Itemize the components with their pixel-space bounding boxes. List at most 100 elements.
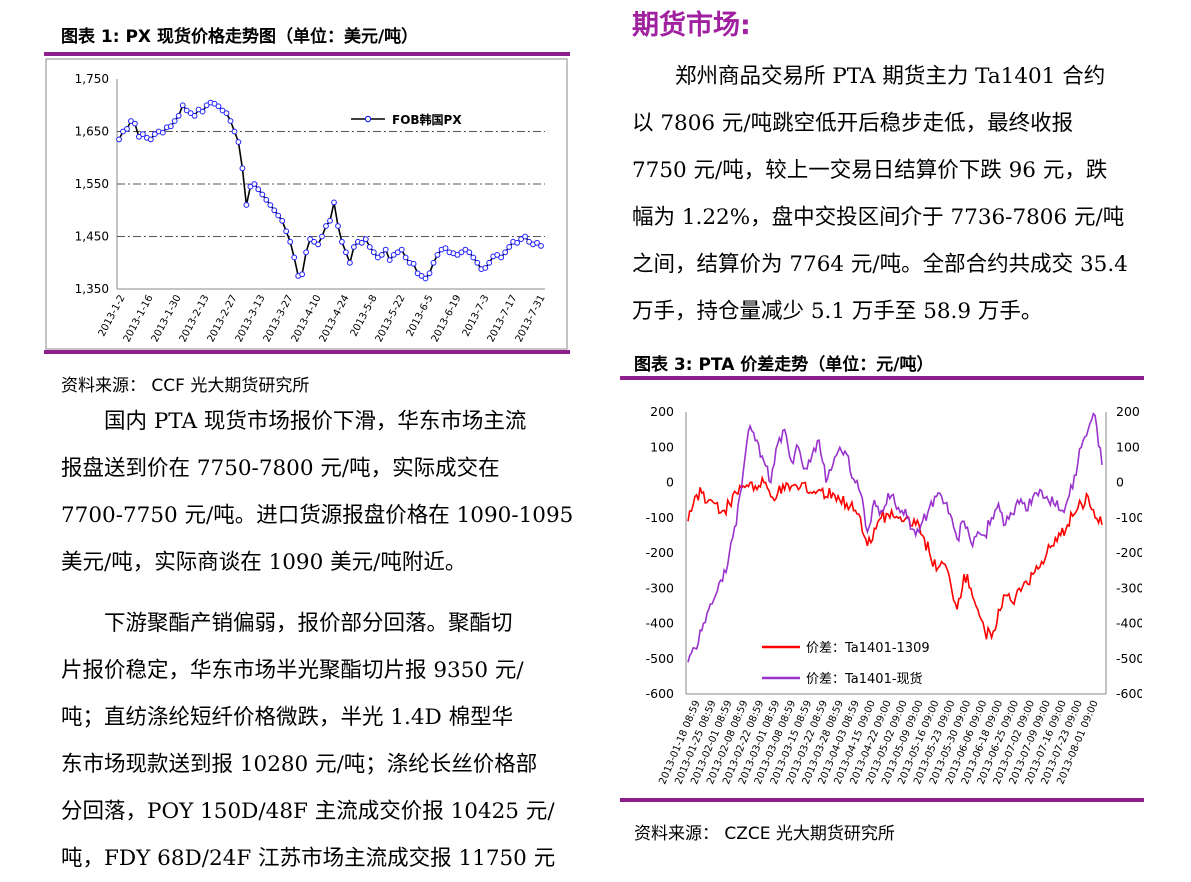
data-point xyxy=(219,107,226,114)
figure1-bottom-rule xyxy=(44,350,570,354)
data-point xyxy=(187,110,194,116)
data-point xyxy=(199,108,206,115)
data-point xyxy=(167,123,174,130)
data-point xyxy=(410,260,417,267)
text-line: 吨；直纺涤纶短纤价格微跌，半光 1.4D 棉型华 xyxy=(61,705,514,730)
paragraph-downstream: 下游聚酯产销偏弱，报价部分回落。聚酯切 片报价稳定，华东市场半光聚酯切片报 93… xyxy=(61,600,571,882)
data-point xyxy=(327,217,333,224)
data-point xyxy=(378,252,385,258)
data-point xyxy=(506,244,513,250)
y-tick-label: 1,350 xyxy=(75,282,109,296)
data-point xyxy=(522,233,529,240)
right-body-text: 郑州商品交易所 PTA 期货主力 Ta1401 合约 以 7806 元/吨跳空低… xyxy=(632,53,1152,335)
data-point xyxy=(358,239,365,246)
data-point xyxy=(283,228,290,235)
pta-spread-chart: 200 100 0 -100 -200 -300 -400 -500 -600 200 100 0 -… xyxy=(646,404,1142,786)
data-point xyxy=(311,238,318,245)
y-tick-label-right: -500 xyxy=(1116,651,1142,666)
y-tick-label-right: 200 xyxy=(1116,404,1140,419)
data-point xyxy=(215,103,222,110)
figure3-title: 图表 3: PTA 价差走势（单位：元/吨） xyxy=(634,355,934,375)
data-point xyxy=(183,107,190,114)
y-tick-label-right: 100 xyxy=(1116,439,1140,454)
data-point xyxy=(382,246,389,253)
text-line: 之间，结算价为 7764 元/吨。全部合约共成交 35.4 xyxy=(632,252,1128,277)
y-tick-label-left: 200 xyxy=(650,404,674,419)
text-line: 美元/吨，实际商谈在 1090 美元/吨附近。 xyxy=(61,550,467,575)
chart1-legend: FOB韩国PX xyxy=(351,112,462,127)
data-point xyxy=(128,118,134,124)
data-point xyxy=(514,239,521,246)
text-line: 东市场现款送到报 10280 元/吨；涤纶长丝价格部 xyxy=(61,752,538,777)
chart3-legend-label-red: 价差：Ta1401-1309 xyxy=(806,641,930,656)
data-point xyxy=(319,233,325,240)
data-point xyxy=(315,241,322,248)
data-point xyxy=(227,118,234,124)
text-line: 郑州商品交易所 PTA 期货主力 Ta1401 合约 xyxy=(675,64,1106,89)
paragraph-futures: 郑州商品交易所 PTA 期货主力 Ta1401 合约 以 7806 元/吨跳空低… xyxy=(632,53,1152,335)
data-point xyxy=(430,259,437,266)
data-point xyxy=(442,245,449,252)
data-point xyxy=(287,238,294,245)
data-point xyxy=(223,110,230,116)
data-point xyxy=(211,100,218,107)
data-point xyxy=(151,131,158,137)
data-point xyxy=(175,112,182,119)
data-point xyxy=(243,202,250,208)
data-point xyxy=(259,191,266,198)
data-point xyxy=(335,223,341,229)
data-point xyxy=(331,199,337,206)
data-point xyxy=(518,236,525,243)
figure3-bottom-rule xyxy=(620,798,1144,802)
chart3-legend: 价差：Ta1401-1309 价差：Ta1401-现货 xyxy=(762,641,930,687)
data-point xyxy=(147,136,154,143)
y-tick-label-right: 0 xyxy=(1116,475,1124,490)
data-point xyxy=(394,249,401,256)
left-body-text: 国内 PTA 现货市场报价下滑，华东市场主流 报盘送到价在 7750-7800 … xyxy=(61,398,573,882)
data-point xyxy=(526,238,533,245)
y-tick-label-left: -600 xyxy=(646,686,674,701)
y-tick-label-left: 100 xyxy=(650,439,674,454)
data-point xyxy=(486,259,493,266)
data-point xyxy=(351,244,357,250)
data-point xyxy=(339,238,345,245)
data-point xyxy=(538,243,544,249)
data-point xyxy=(458,249,465,256)
data-point xyxy=(124,126,130,132)
data-point xyxy=(502,249,509,256)
text-line: 片报价稳定，华东市场半光聚酯切片报 9350 元/ xyxy=(61,658,524,683)
y-tick-label-right: -300 xyxy=(1116,580,1142,595)
y-tick-label-left: -500 xyxy=(646,651,674,666)
paragraph-spot-market: 国内 PTA 现货市场报价下滑，华东市场主流 报盘送到价在 7750-7800 … xyxy=(61,398,573,586)
data-point xyxy=(275,212,282,219)
y-tick-label-right: -400 xyxy=(1116,616,1142,631)
data-point xyxy=(251,181,258,187)
y-tick-label: 1,750 xyxy=(75,72,109,86)
data-point xyxy=(370,249,377,256)
data-point xyxy=(462,246,469,253)
chart3-legend-label-purple: 价差：Ta1401-现货 xyxy=(806,671,923,687)
text-line: 万手，持仓量减少 5.1 万手至 58.9 万手。 xyxy=(632,299,1043,324)
text-line: 下游聚酯产销偏弱，报价部分回落。聚酯切 xyxy=(104,611,513,636)
spread-1401-1309-line xyxy=(687,474,1103,641)
data-point xyxy=(263,196,270,203)
y-tick-label-left: -300 xyxy=(646,580,674,595)
data-point xyxy=(343,249,349,256)
y-tick-label-right: -600 xyxy=(1116,686,1142,701)
data-point xyxy=(140,131,146,137)
chart1-frame xyxy=(45,58,568,350)
figure1-source: 资料来源： CCF 光大期货研究所 xyxy=(61,376,310,396)
data-point xyxy=(422,275,429,282)
data-point xyxy=(474,259,481,266)
data-point xyxy=(307,236,314,243)
y-tick-label-left: -200 xyxy=(646,545,674,560)
data-point xyxy=(171,118,178,124)
data-point xyxy=(362,236,369,243)
data-point xyxy=(291,254,298,261)
text-line: 以 7806 元/吨跳空低开后稳步走低，最终收报 xyxy=(632,111,1074,136)
data-point xyxy=(191,112,198,119)
data-point xyxy=(374,254,381,261)
data-point xyxy=(366,244,373,250)
text-line: 幅为 1.22%，盘中交投区间介于 7736-7806 元/吨 xyxy=(632,205,1125,230)
